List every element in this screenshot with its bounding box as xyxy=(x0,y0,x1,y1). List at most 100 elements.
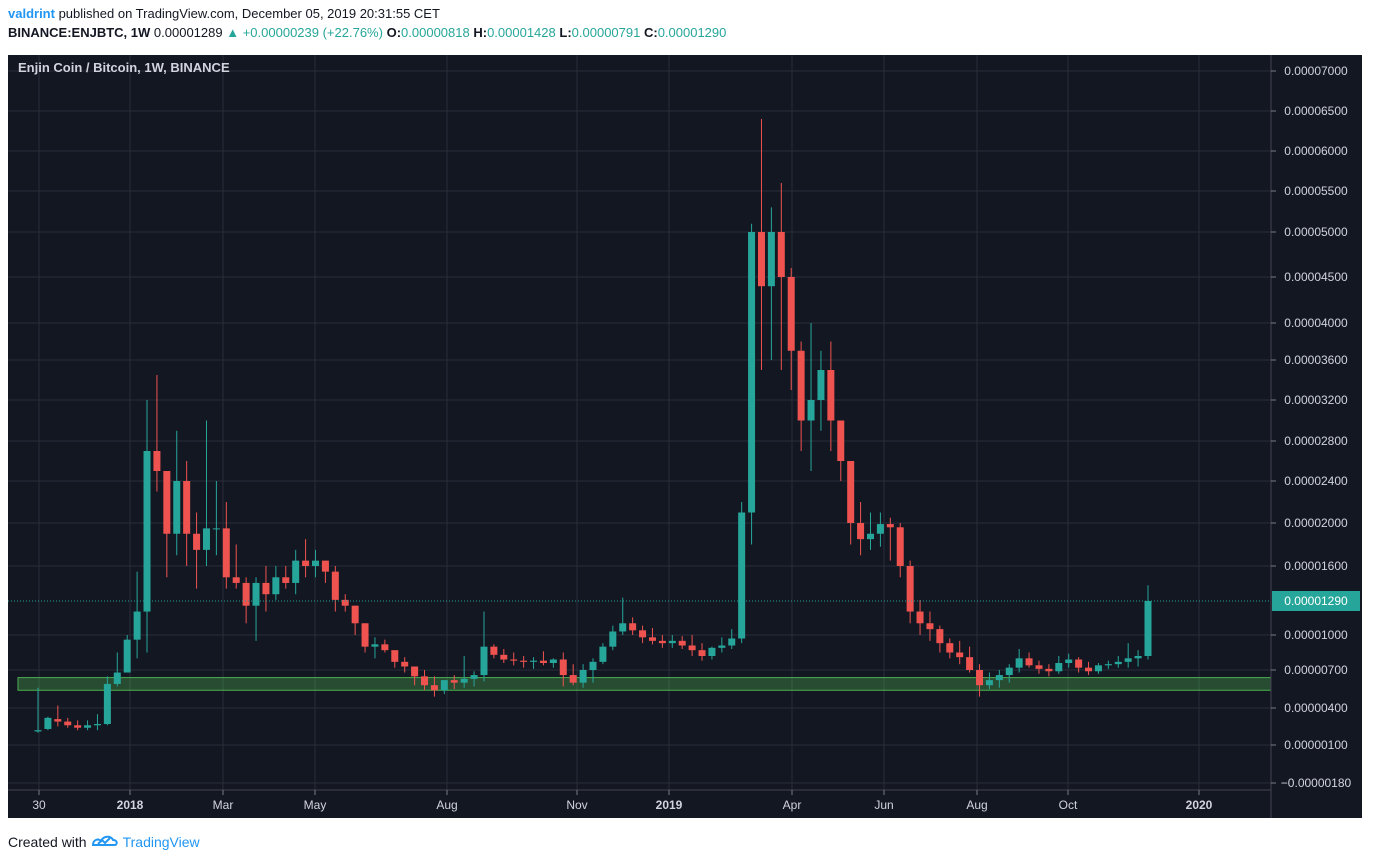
candle xyxy=(123,635,131,673)
candle-body xyxy=(123,639,131,673)
candle xyxy=(777,183,785,370)
candle-body xyxy=(916,611,924,624)
candle-body xyxy=(411,666,419,677)
candle xyxy=(936,625,944,653)
candle xyxy=(153,375,161,492)
candle-body xyxy=(84,725,92,728)
price-tick-label: 0.00005000 xyxy=(1284,225,1348,239)
candle xyxy=(1005,664,1013,683)
price-tick-label: 0.00004500 xyxy=(1284,270,1348,284)
candle xyxy=(371,637,379,659)
candle xyxy=(767,207,775,360)
candle-body xyxy=(867,533,874,540)
candle-body xyxy=(698,650,706,656)
chart-area[interactable]: 0.00007000 0.00006500 0.00006000 0.00005500… xyxy=(8,55,1362,818)
candle-body xyxy=(1144,601,1152,656)
candle xyxy=(837,420,845,481)
candle xyxy=(440,680,448,695)
price-tick-label: 0.00002000 xyxy=(1284,516,1348,530)
candle xyxy=(93,714,101,731)
candle xyxy=(1094,663,1102,674)
candle xyxy=(331,566,339,612)
candle-body xyxy=(549,659,557,663)
candle-body xyxy=(539,660,547,663)
candle xyxy=(351,605,359,635)
candle xyxy=(133,571,141,659)
candle-body xyxy=(1104,664,1112,666)
candle xyxy=(867,512,874,550)
candle xyxy=(470,671,478,687)
candle-body xyxy=(193,533,201,550)
candle-body xyxy=(1085,667,1093,672)
tradingview-logo-icon[interactable] xyxy=(91,832,119,851)
candle-body xyxy=(510,659,518,661)
publish-text: published on TradingView.com, December 0… xyxy=(54,6,440,21)
candle xyxy=(510,652,518,666)
candle xyxy=(1055,656,1063,674)
candle xyxy=(282,566,290,589)
high-label: H: xyxy=(473,25,488,40)
candle-body xyxy=(668,640,676,644)
candle-body xyxy=(391,650,399,662)
candle-body xyxy=(926,623,934,630)
price-tick-label: 0.00001600 xyxy=(1284,559,1348,573)
candle xyxy=(401,657,409,673)
candle-body xyxy=(460,678,468,683)
candle-body xyxy=(34,730,42,732)
price-tick-label: 0.00001000 xyxy=(1284,628,1348,642)
candle-body xyxy=(1035,665,1043,669)
candle-body xyxy=(728,638,736,646)
candle xyxy=(312,549,319,578)
candle xyxy=(916,599,924,635)
candle xyxy=(212,481,220,556)
candle-body xyxy=(817,370,825,400)
candle xyxy=(421,670,429,691)
candle xyxy=(292,549,300,595)
candle xyxy=(1075,657,1083,673)
candle xyxy=(817,350,825,431)
candle xyxy=(559,652,567,687)
candle xyxy=(668,635,676,648)
author-name[interactable]: valdrint xyxy=(8,6,55,21)
candle xyxy=(103,676,111,726)
price-tick-label: 0.00007000 xyxy=(1284,64,1348,78)
price-tick-label: 0.00004000 xyxy=(1284,316,1348,330)
tradingview-link[interactable]: TradingView xyxy=(122,833,200,850)
time-tick-label: 2020 xyxy=(1186,798,1213,812)
candle-body xyxy=(619,623,627,632)
open-label: O: xyxy=(386,25,402,40)
candle xyxy=(183,461,191,566)
time-tick-label: Apr xyxy=(783,798,802,812)
candle-body xyxy=(896,527,904,566)
candle-body xyxy=(490,646,498,655)
time-tick-label: Oct xyxy=(1059,798,1078,812)
candle-body xyxy=(520,660,528,662)
candle xyxy=(609,625,617,651)
time-tick-label: 30 xyxy=(32,798,46,812)
candle-body xyxy=(599,646,607,662)
candle-body xyxy=(1025,658,1033,666)
candle xyxy=(202,420,210,566)
candle xyxy=(807,323,815,471)
candle-body xyxy=(371,644,379,647)
candle xyxy=(857,502,865,556)
candle-body xyxy=(956,652,964,658)
price-tick-label: 0.00003200 xyxy=(1284,393,1348,407)
candle-body xyxy=(1065,659,1073,663)
price-tick-label: 0.00002400 xyxy=(1284,474,1348,488)
candle xyxy=(411,666,419,686)
price-tick-label: 0.00006000 xyxy=(1284,144,1348,158)
price-tick-label: −0.00000180 xyxy=(1281,776,1352,790)
close-label: C: xyxy=(643,25,658,40)
last-price: 0.00001289 xyxy=(153,25,223,40)
candle-body xyxy=(708,647,716,656)
candle xyxy=(966,646,974,673)
candle-body xyxy=(827,370,835,421)
candlestick-chart[interactable]: 0.00007000 0.00006500 0.00006000 0.00005500… xyxy=(8,55,1362,818)
candle xyxy=(64,717,72,728)
candle-body xyxy=(312,560,319,566)
time-tick-label: Jun xyxy=(874,798,893,812)
candle-body xyxy=(936,629,944,644)
candles xyxy=(34,119,1152,733)
candle xyxy=(74,720,82,731)
